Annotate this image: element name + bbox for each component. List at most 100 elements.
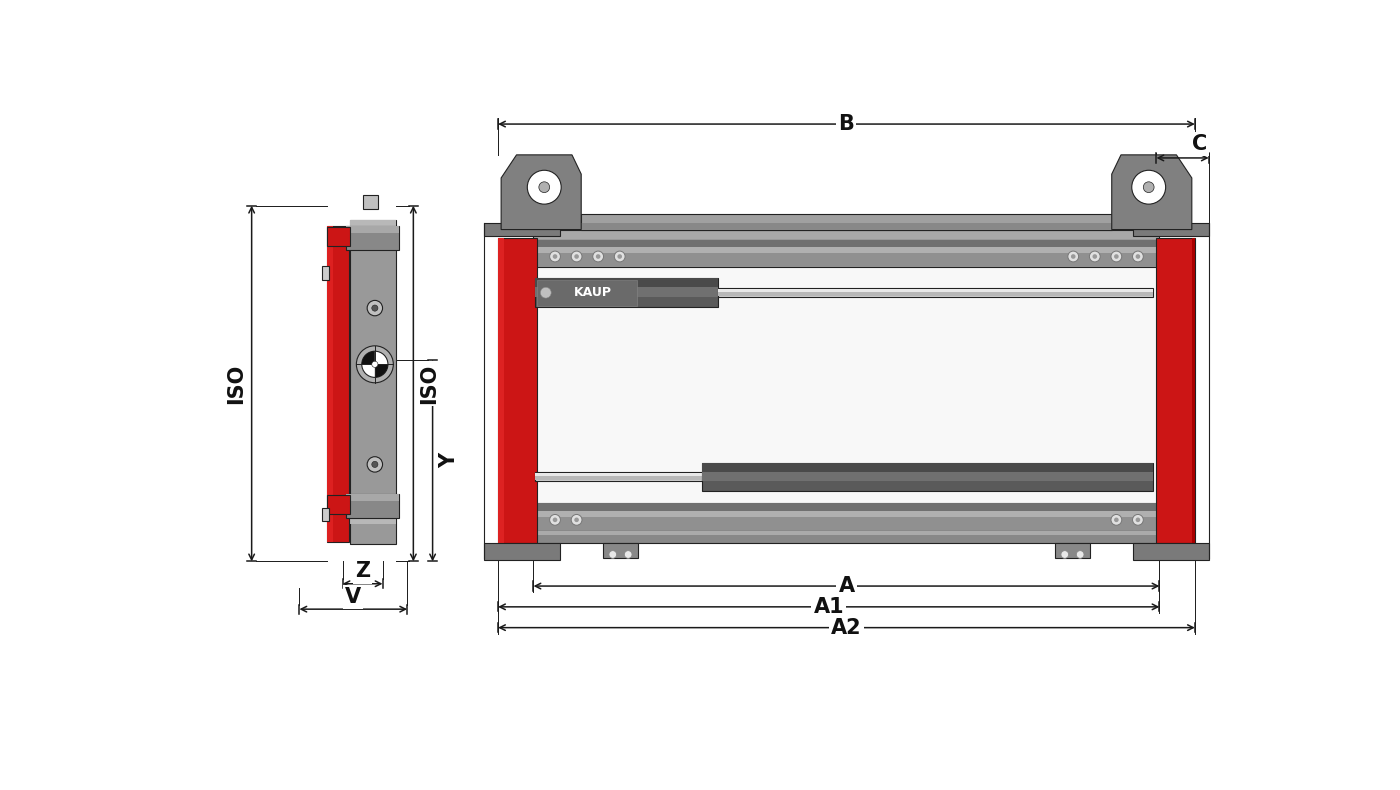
Circle shape <box>615 251 624 262</box>
Circle shape <box>571 251 582 262</box>
Bar <box>535 473 703 476</box>
Text: C: C <box>1191 134 1207 154</box>
Bar <box>703 463 1154 472</box>
Text: ISO: ISO <box>419 363 438 404</box>
Circle shape <box>1112 514 1121 525</box>
Bar <box>533 239 1159 503</box>
Bar <box>363 195 378 209</box>
Wedge shape <box>375 364 388 378</box>
Bar <box>328 226 333 542</box>
Bar <box>328 228 350 246</box>
Bar <box>533 503 1159 510</box>
Circle shape <box>1135 254 1140 259</box>
Bar <box>536 280 637 306</box>
Text: Z: Z <box>356 562 370 581</box>
Circle shape <box>372 305 378 311</box>
Bar <box>328 226 349 542</box>
Bar <box>703 472 1154 481</box>
Text: KAUP: KAUP <box>574 286 612 299</box>
Bar <box>484 223 560 236</box>
Bar <box>703 463 1154 491</box>
Circle shape <box>1089 251 1100 262</box>
Wedge shape <box>361 352 375 364</box>
Circle shape <box>1114 254 1119 259</box>
Circle shape <box>1061 551 1068 559</box>
Circle shape <box>367 300 382 316</box>
Text: Y: Y <box>440 453 459 468</box>
Circle shape <box>1131 171 1166 204</box>
Bar <box>581 214 1112 230</box>
Bar <box>717 292 1154 295</box>
Circle shape <box>1092 254 1098 259</box>
Circle shape <box>574 254 580 259</box>
Circle shape <box>1144 182 1154 193</box>
Bar <box>322 507 329 521</box>
Bar <box>535 288 717 296</box>
Bar <box>533 254 1159 267</box>
Bar <box>350 220 396 544</box>
Bar <box>1054 543 1091 559</box>
Bar <box>350 515 396 525</box>
Bar <box>1191 238 1196 543</box>
Circle shape <box>1133 251 1144 262</box>
Text: B: B <box>839 114 854 134</box>
Text: A2: A2 <box>832 618 862 638</box>
Circle shape <box>574 517 580 522</box>
Circle shape <box>1077 551 1084 559</box>
Bar <box>533 247 1159 254</box>
Circle shape <box>1071 254 1075 259</box>
Bar <box>717 289 1154 292</box>
Circle shape <box>596 254 601 259</box>
Bar <box>533 223 1159 239</box>
Bar <box>535 476 703 480</box>
Bar <box>350 220 396 231</box>
Circle shape <box>624 551 631 559</box>
Bar <box>346 494 399 518</box>
Text: V: V <box>346 587 361 607</box>
Bar <box>533 503 1159 531</box>
Circle shape <box>539 182 550 193</box>
Bar <box>533 239 1159 267</box>
Bar <box>535 278 717 288</box>
Bar <box>533 223 1159 229</box>
Bar <box>346 226 399 233</box>
Circle shape <box>367 457 382 472</box>
Polygon shape <box>501 155 581 230</box>
Bar <box>1156 238 1196 543</box>
Bar <box>484 543 560 560</box>
Text: A: A <box>839 576 854 596</box>
Circle shape <box>1112 251 1121 262</box>
Circle shape <box>592 251 603 262</box>
Circle shape <box>617 254 622 259</box>
Circle shape <box>550 251 560 262</box>
Bar <box>346 226 399 250</box>
Text: A1: A1 <box>813 597 844 617</box>
Circle shape <box>372 461 378 468</box>
Polygon shape <box>1112 155 1191 230</box>
Circle shape <box>1133 514 1144 525</box>
Bar <box>533 223 1159 230</box>
Bar <box>533 531 1159 536</box>
Circle shape <box>571 514 582 525</box>
Bar <box>533 239 1159 247</box>
Circle shape <box>357 346 393 383</box>
Bar <box>328 495 350 514</box>
Bar <box>498 238 504 543</box>
Bar <box>533 510 1159 517</box>
Bar <box>346 494 399 502</box>
Bar <box>322 265 329 280</box>
Circle shape <box>609 551 616 559</box>
Bar <box>535 278 717 307</box>
Bar <box>603 543 638 559</box>
Text: ISO: ISO <box>227 363 246 404</box>
Circle shape <box>1114 517 1119 522</box>
Circle shape <box>553 517 557 522</box>
Circle shape <box>553 254 557 259</box>
Circle shape <box>1135 517 1140 522</box>
Bar <box>533 531 1159 543</box>
Bar <box>1134 223 1208 236</box>
Bar <box>535 472 703 481</box>
Circle shape <box>550 514 560 525</box>
Bar <box>1134 543 1208 560</box>
Bar <box>533 517 1159 531</box>
